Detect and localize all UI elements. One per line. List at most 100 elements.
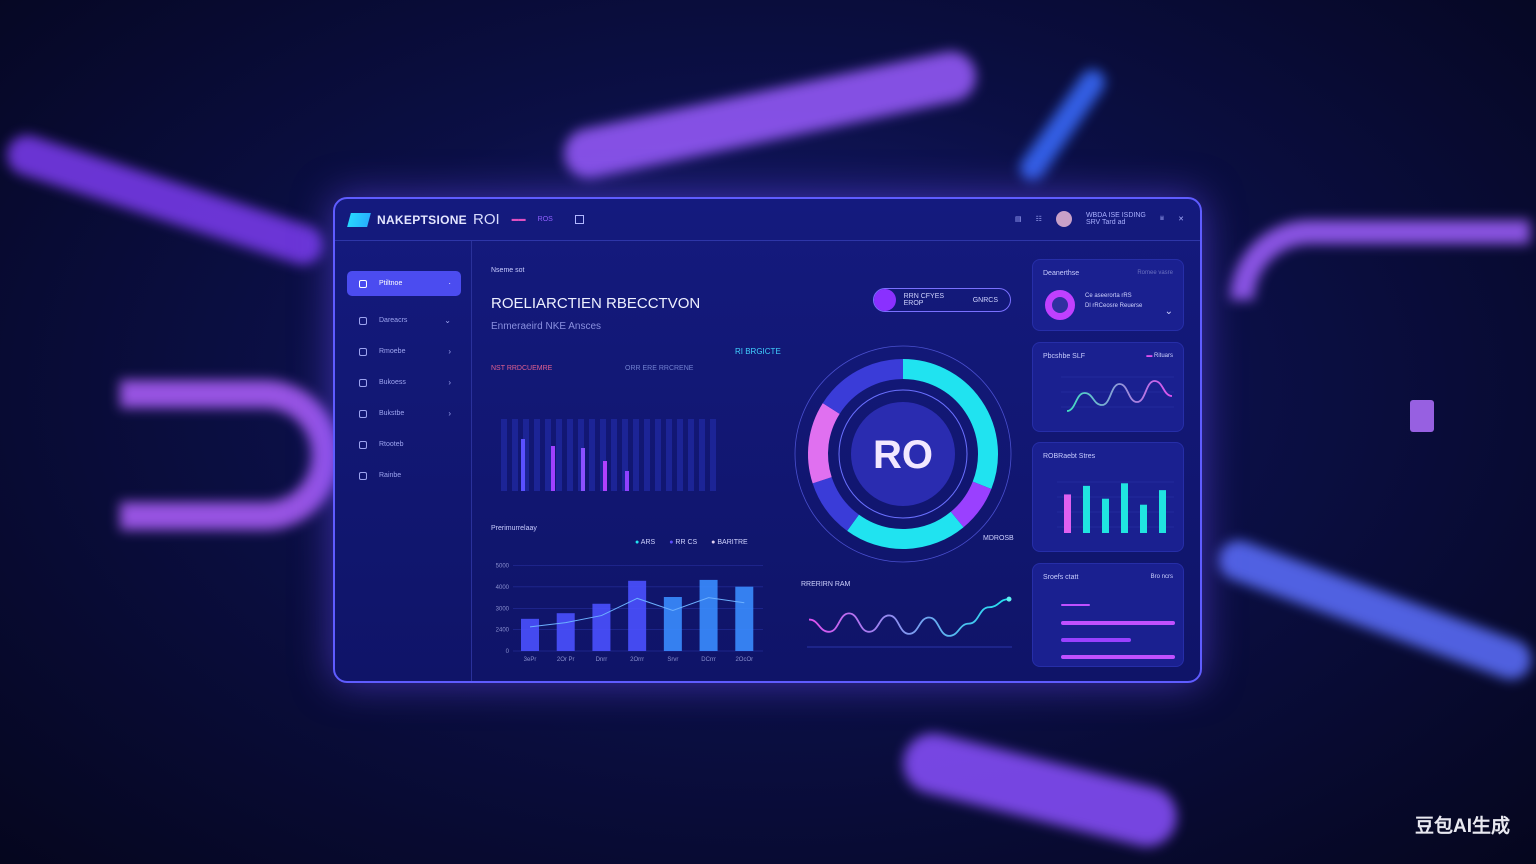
sidebar-item-0[interactable]: Ptiltnoe ·: [347, 271, 461, 296]
card-legend: Rituars: [1153, 353, 1173, 359]
card-title: Sroefs ctatt: [1043, 574, 1079, 581]
donut-center-label: RO: [873, 433, 933, 477]
card-meta: Bro ncrs: [1150, 574, 1173, 580]
bar: [551, 446, 555, 491]
bg-bar: [677, 419, 683, 491]
progress-bar: [1061, 621, 1175, 625]
user-role: SRV Tard ad: [1085, 219, 1126, 226]
stat-2: ORR ERE RRCRENE: [625, 365, 694, 372]
bg-bar: [545, 419, 551, 491]
sidebar-item-2[interactable]: Rmoebe ›: [347, 339, 461, 364]
summary-ring-icon: [1045, 290, 1075, 320]
item-icon: [359, 409, 367, 418]
page-title: ROELIARCTIEN RBECCTVON: [491, 295, 701, 312]
y-tick-label: 5000: [496, 564, 510, 570]
header-tag[interactable]: ▬▬: [511, 216, 526, 223]
card-line: Pbcshbe SLF ▬ Rituars: [1032, 342, 1184, 432]
bar: [603, 461, 607, 491]
sidebar-item-label: Ptiltnoe: [379, 280, 403, 287]
outer-ring: [794, 345, 1012, 563]
roi-filter-pill[interactable]: RRN CFYES EROP GNRCS: [873, 288, 1011, 312]
bar: [556, 613, 575, 651]
item-icon: [359, 378, 367, 387]
donut-callout: RI BRGICTE: [735, 347, 781, 356]
sidebar-item-label: Rtooteb: [379, 441, 404, 448]
bar: [581, 448, 585, 491]
summary-line-1: Ce aseerorta rRS: [1085, 293, 1132, 299]
donut-segment: [847, 511, 964, 549]
window-icon[interactable]: [574, 215, 584, 224]
sidebar-item-label: Rainbe: [379, 472, 402, 479]
y-tick-label: 4000: [496, 585, 510, 591]
bg-bar: [611, 419, 617, 491]
bg-bar: [556, 419, 562, 491]
dashboard-window: NAKEPTSIONE ROI ▬▬ ROS ▤ ☷ WBDA ISE ISDI…: [333, 197, 1202, 683]
bar: [521, 439, 525, 491]
filter-icon: [874, 289, 896, 311]
y-tick-label: 0: [506, 649, 510, 655]
user-name: WBDA ISE ISDING: [1085, 212, 1146, 219]
card-title: Deanerthse: [1043, 270, 1080, 277]
header: NAKEPTSIONE ROI ▬▬ ROS ▤ ☷ WBDA ISE ISDI…: [335, 199, 1200, 241]
x-tick-label: DCrrr: [701, 657, 716, 663]
main-bar-chart: 0 2400 3000 4000 5000 3ePr 2Or Pr Dnrr 2Orrr Srvr…: [496, 564, 763, 663]
bg-bar: [622, 419, 628, 491]
bar: [1102, 498, 1109, 533]
sidebar-item-1[interactable]: Dareacrs ⌄: [347, 308, 461, 333]
bg-bar: [699, 419, 705, 491]
bar: [1159, 490, 1166, 533]
sidebar-item-3[interactable]: Bukoess ›: [347, 370, 461, 395]
sidebar-item-6[interactable]: Rainbe: [347, 463, 461, 488]
bar: [625, 471, 629, 491]
sidebar: Ptiltnoe · Dareacrs ⌄ Rmoebe › Bukoess › Buk…: [335, 241, 472, 681]
donut-segment: [950, 481, 992, 528]
bg-bar: [666, 419, 672, 491]
avatar[interactable]: [1055, 211, 1072, 227]
bar: [628, 580, 647, 651]
y-tick-label: 3000: [496, 606, 510, 612]
line-series: [1066, 380, 1173, 412]
close-icon[interactable]: ✕: [1178, 216, 1184, 223]
inner-ring: [838, 389, 968, 519]
donut-segment: [808, 403, 840, 484]
right-bar-chart: [1057, 481, 1174, 533]
bg-bar: [534, 419, 540, 491]
eyebrow: Nseme sot: [491, 267, 525, 274]
filter-icon[interactable]: ⩸: [1159, 215, 1165, 222]
bg-bar: [688, 419, 694, 491]
progress-bar: [1061, 604, 1090, 606]
bg-bar: [589, 419, 595, 491]
bg-bar: [655, 419, 661, 491]
sidebar-item-5[interactable]: Rtooteb: [347, 432, 461, 457]
pill-text: RRN CFYES EROP: [903, 293, 945, 307]
sidebar-item-4[interactable]: Bukstbe ›: [347, 401, 461, 426]
watermark: 豆包AI生成: [1414, 816, 1510, 837]
brand-suffix: ROI: [472, 211, 500, 228]
x-tick-label: 2Or Pr: [557, 657, 575, 663]
item-icon: [359, 316, 367, 325]
pill-value: GNRCS: [972, 296, 998, 304]
bar: [521, 618, 539, 651]
main-line-chart: [807, 596, 1012, 648]
chevron-icon: ›: [448, 347, 451, 356]
bg-streak: [1410, 400, 1434, 432]
x-tick-label: 2OcOr: [735, 657, 753, 663]
stat-1: NST RRDCUEMRE: [491, 365, 553, 372]
bg-bar: [644, 419, 650, 491]
chevron-icon: ›: [448, 409, 451, 418]
legend-item: ● ARS: [635, 539, 656, 546]
chevron-down-icon[interactable]: ⌄: [1164, 306, 1173, 317]
bar: [1083, 485, 1090, 533]
bg-bar: [710, 419, 716, 491]
card-summary: Deanerthse Romee vasre Ce aseerorta rRS …: [1032, 259, 1184, 331]
bar-chart-title: Prerimurrelaay: [491, 525, 537, 532]
calendar-icon[interactable]: ▤: [1015, 216, 1022, 223]
grid-icon[interactable]: ☷: [1035, 216, 1042, 223]
summary-line-2: Dl rRCeosre Reuerse: [1085, 303, 1143, 309]
x-tick-label: 2Orrr: [630, 657, 644, 663]
progress-bar: [1061, 655, 1175, 659]
header-tag[interactable]: ROS: [537, 216, 553, 223]
x-tick-label: 3ePr: [524, 657, 537, 663]
trend-line: [529, 597, 745, 628]
bg-bar: [512, 419, 518, 491]
